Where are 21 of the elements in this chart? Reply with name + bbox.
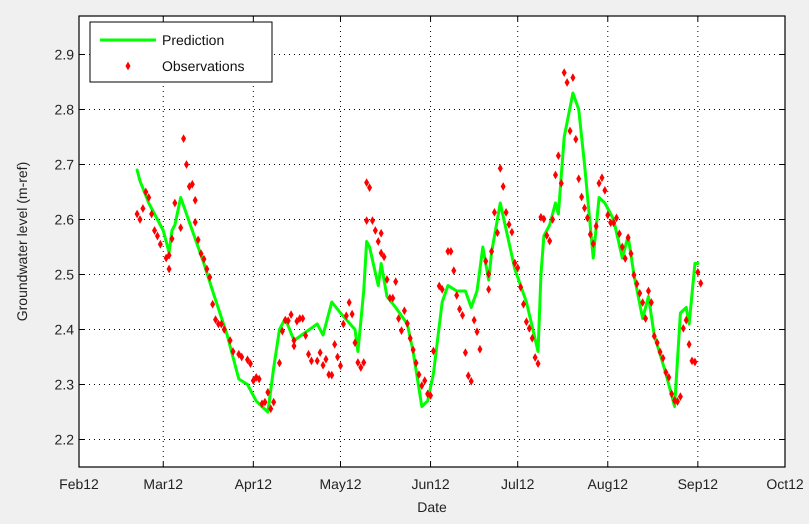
y-tick-label: 2.6 bbox=[54, 211, 74, 228]
y-tick-label: 2.4 bbox=[54, 321, 74, 338]
y-tick-label: 2.3 bbox=[54, 376, 74, 392]
x-tick-label: Aug12 bbox=[588, 476, 628, 492]
y-tick-label: 2.5 bbox=[54, 266, 74, 282]
x-axis-title: Date bbox=[417, 499, 447, 515]
y-tick-label: 2.2 bbox=[54, 431, 74, 448]
x-tick-label: Feb12 bbox=[59, 476, 100, 492]
y-axis-title: Groundwater level (m-ref) bbox=[14, 162, 30, 322]
x-tick-label: May12 bbox=[319, 476, 362, 492]
x-tick-label: Jul12 bbox=[500, 476, 535, 492]
y-tick-label: 2.8 bbox=[54, 101, 74, 118]
legend-label: Observations bbox=[162, 58, 244, 74]
x-tick-label: Mar12 bbox=[143, 476, 184, 492]
legend-label: Prediction bbox=[162, 32, 224, 48]
x-tick-label: Jun12 bbox=[411, 476, 450, 492]
x-tick-label: Sep12 bbox=[678, 476, 718, 492]
y-tick-label: 2.9 bbox=[54, 46, 74, 62]
x-tick-label: Apr12 bbox=[234, 476, 272, 492]
x-tick-label: Oct12 bbox=[766, 476, 804, 492]
y-tick-label: 2.7 bbox=[54, 156, 74, 172]
